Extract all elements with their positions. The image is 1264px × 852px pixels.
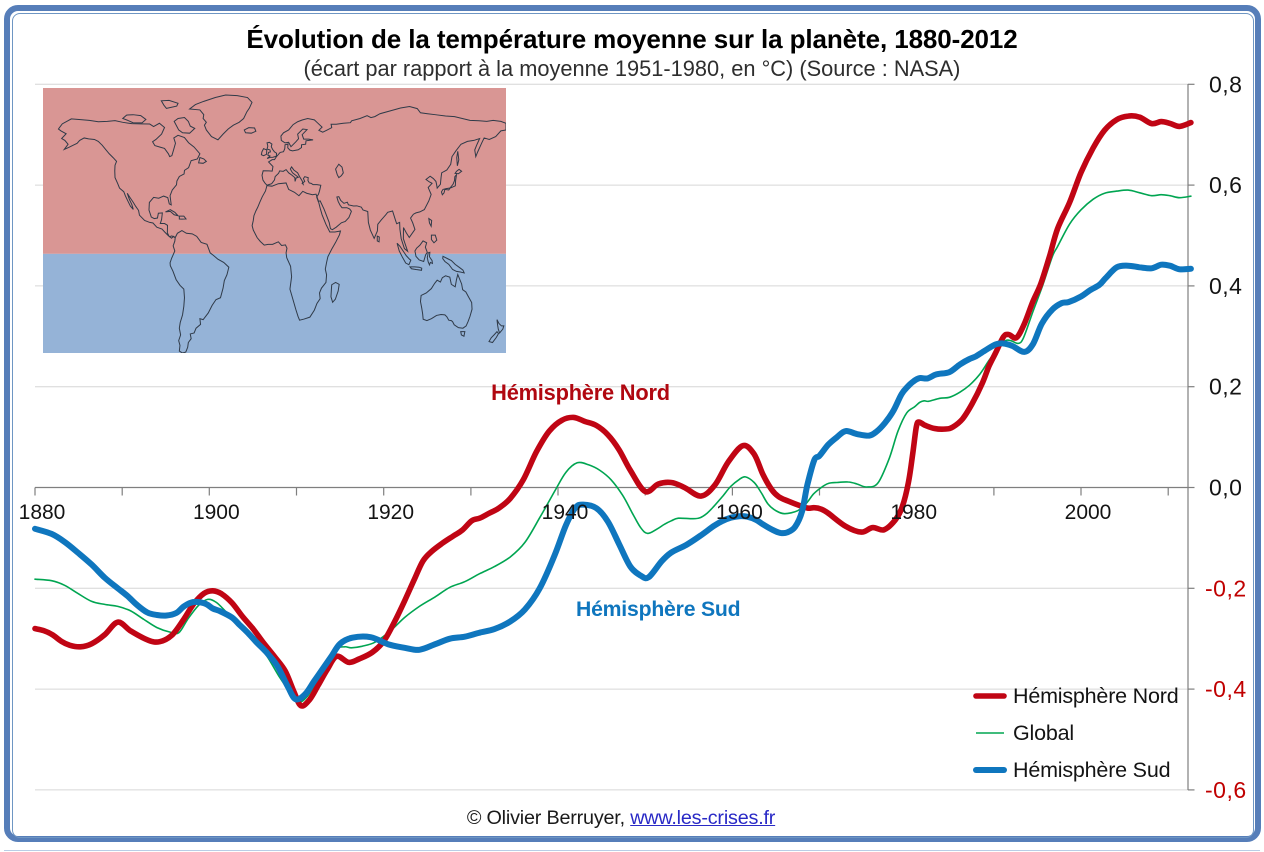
svg-text:0,6: 0,6 [1209,172,1242,198]
svg-text:0,0: 0,0 [1209,475,1242,501]
svg-text:1940: 1940 [542,501,589,524]
svg-text:Hémisphère Sud: Hémisphère Sud [1013,758,1170,782]
svg-text:1900: 1900 [193,501,240,524]
svg-text:Global: Global [1013,721,1074,745]
svg-text:2000: 2000 [1065,501,1112,524]
svg-text:Hémisphère Nord: Hémisphère Nord [1013,684,1178,708]
svg-text:0,2: 0,2 [1209,374,1242,400]
svg-text:Hémisphère Nord: Hémisphère Nord [491,380,670,405]
svg-text:-0,6: -0,6 [1205,777,1247,803]
svg-text:Hémisphère Sud: Hémisphère Sud [576,598,740,621]
svg-text:-0,4: -0,4 [1205,676,1247,702]
svg-text:1920: 1920 [367,501,414,524]
svg-text:1960: 1960 [716,501,763,524]
svg-text:-0,2: -0,2 [1205,575,1247,601]
svg-text:0,8: 0,8 [1209,71,1242,97]
svg-text:0,4: 0,4 [1209,273,1242,299]
svg-text:1880: 1880 [19,501,66,524]
svg-text:1980: 1980 [890,501,937,524]
